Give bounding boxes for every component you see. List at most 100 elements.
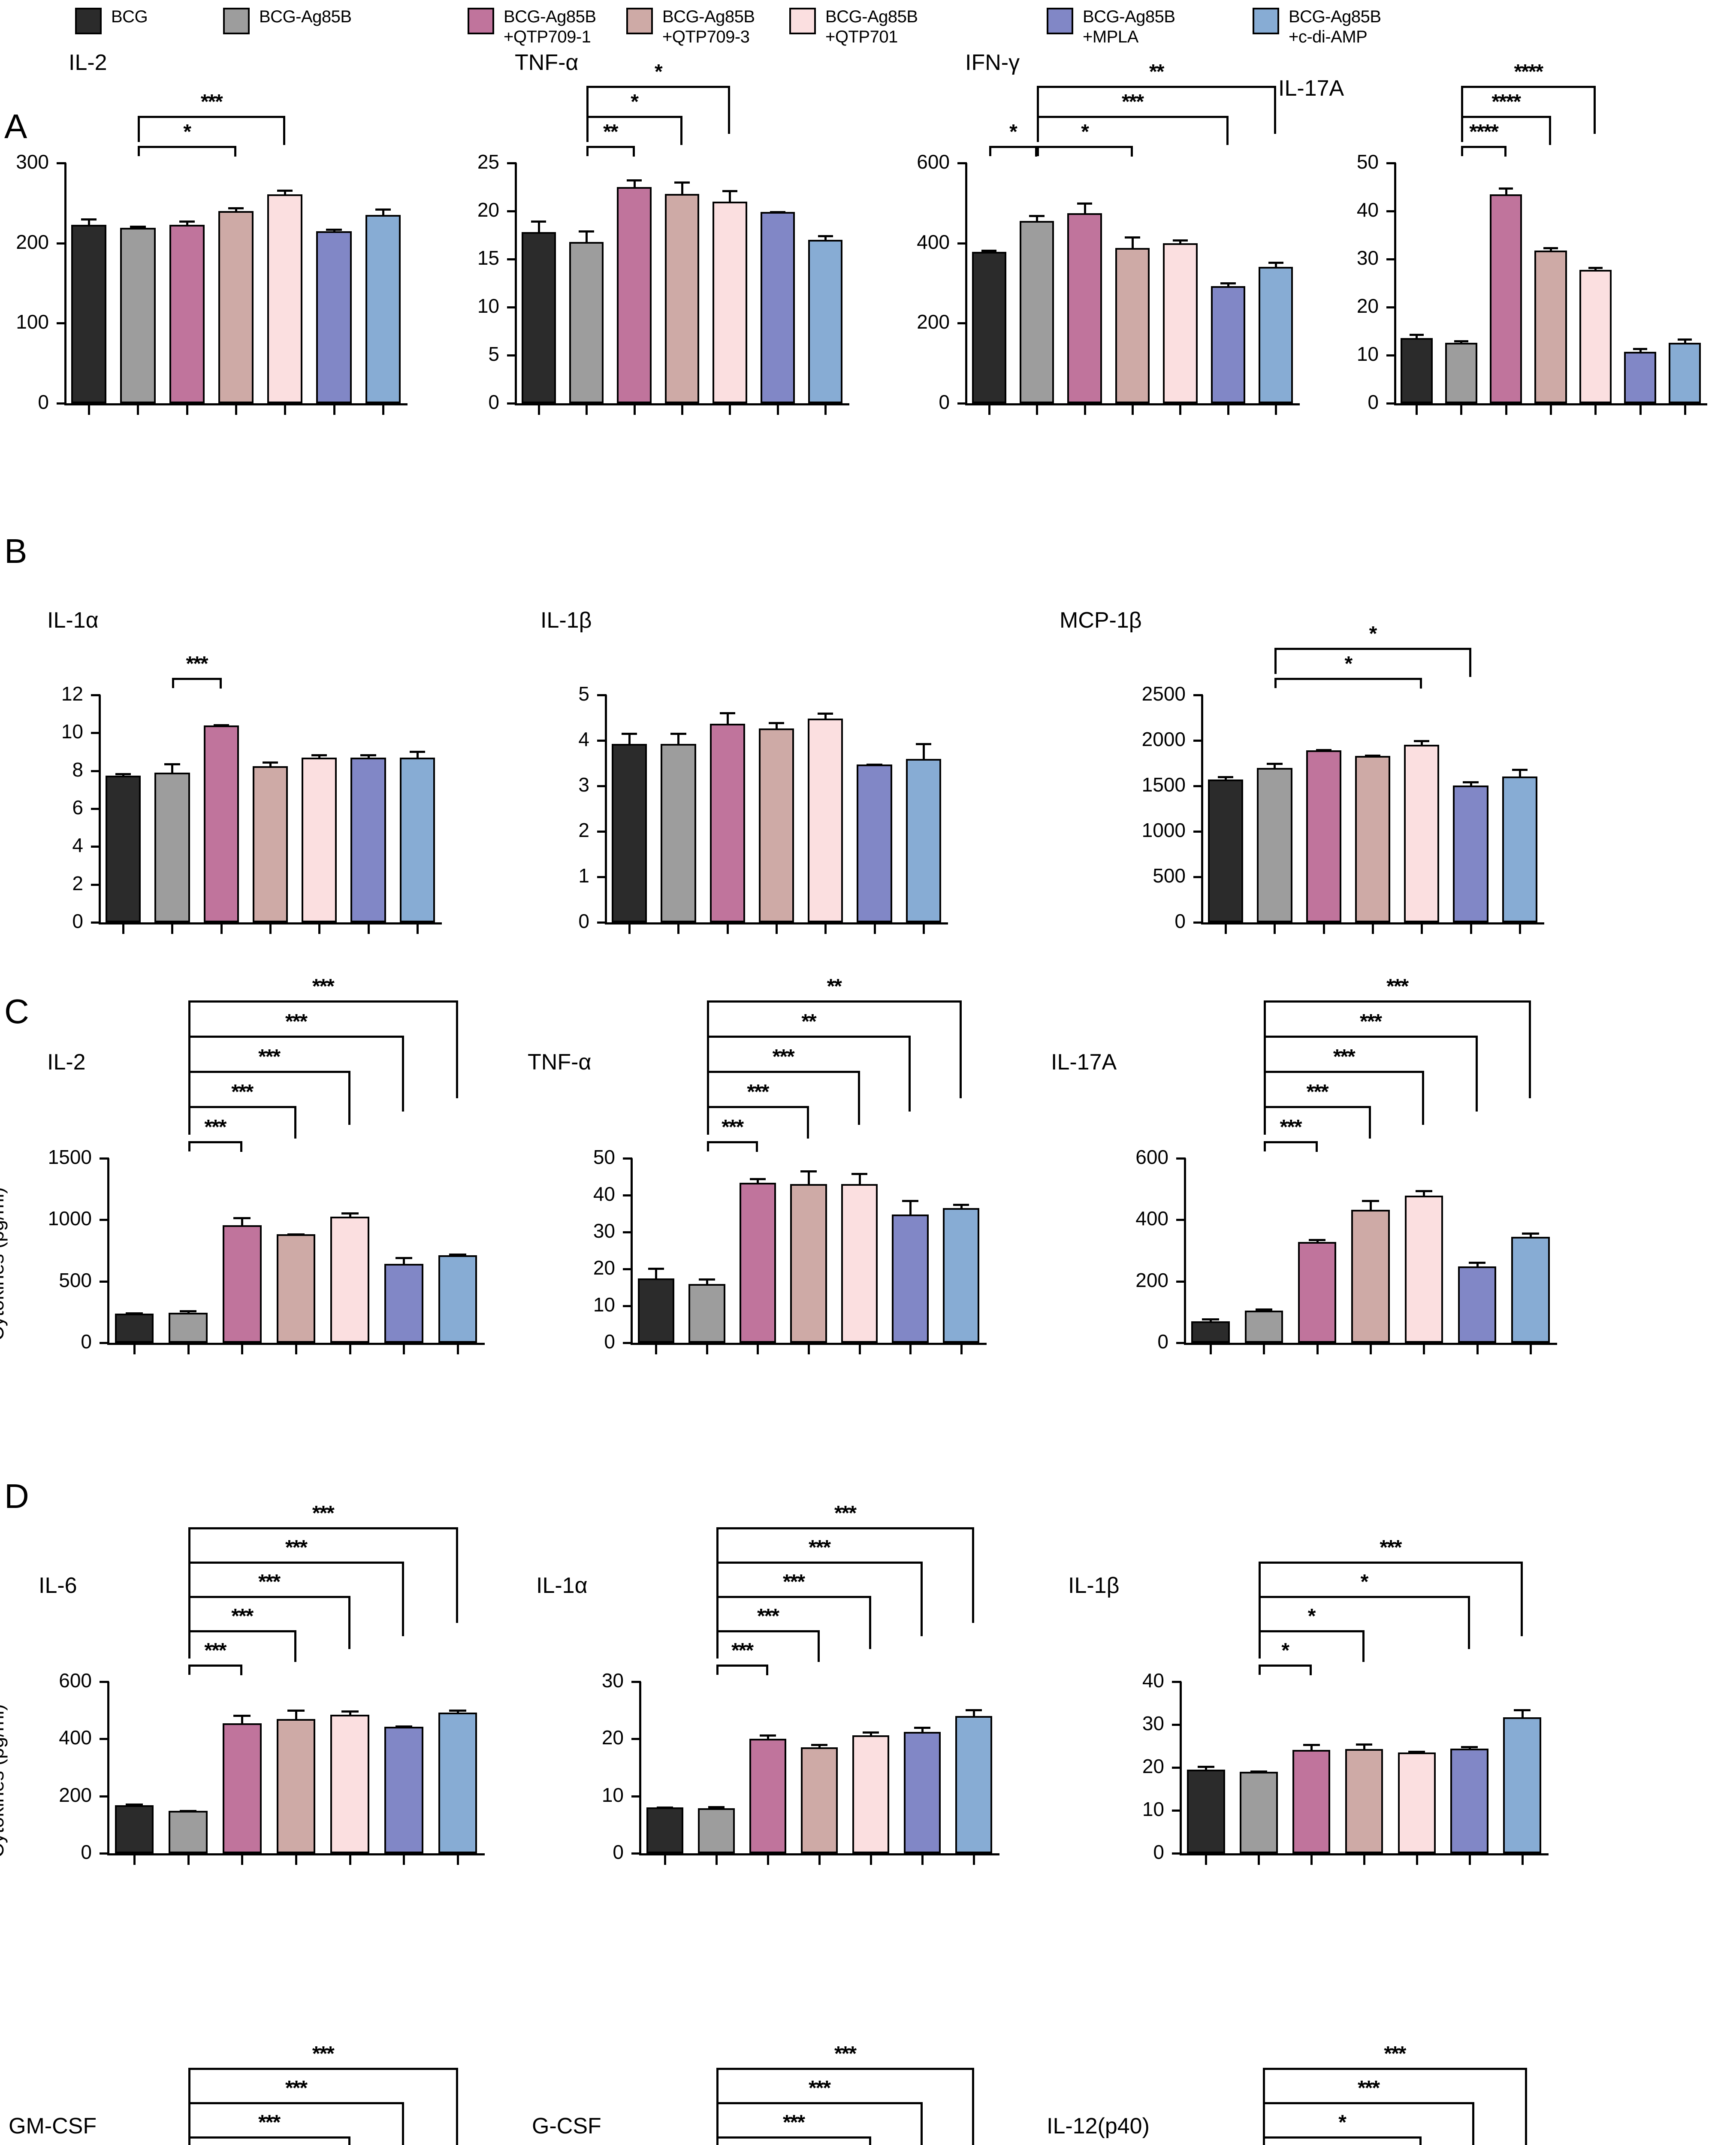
error-bar bbox=[1416, 333, 1418, 338]
bar bbox=[223, 1723, 262, 1853]
y-tick-label: 0 bbox=[613, 1841, 624, 1863]
x-tick bbox=[122, 924, 125, 934]
legend-label: BCG-Ag85B +QTP709-1 bbox=[504, 7, 596, 47]
error-bar bbox=[757, 1178, 759, 1183]
legend-item: BCG-Ag85B +QTP701 bbox=[789, 7, 918, 47]
bar bbox=[1298, 1242, 1337, 1343]
error-bar-cap bbox=[818, 713, 833, 715]
x-tick bbox=[870, 1855, 872, 1865]
y-tick bbox=[100, 1795, 109, 1798]
y-tick-label: 0 bbox=[1157, 1330, 1168, 1353]
x-tick bbox=[403, 1855, 405, 1865]
error-bar bbox=[973, 1709, 975, 1716]
bar bbox=[384, 1726, 423, 1853]
y-tick-label: 0 bbox=[38, 391, 49, 413]
error-bar bbox=[681, 181, 683, 194]
plot-area: 0 100 200 300 * *** bbox=[16, 92, 408, 415]
legend-swatch-icon bbox=[468, 8, 494, 34]
error-bar-cap bbox=[1678, 338, 1692, 341]
x-tick bbox=[1274, 924, 1276, 934]
x-axis bbox=[1184, 1343, 1557, 1345]
error-bar bbox=[403, 1257, 405, 1264]
bar bbox=[115, 1805, 154, 1853]
y-tick bbox=[57, 242, 66, 245]
y-tick-label: 20 bbox=[601, 1726, 624, 1749]
error-bar-cap bbox=[1409, 333, 1424, 336]
error-bar-cap bbox=[1172, 239, 1188, 242]
x-tick bbox=[457, 1855, 459, 1865]
x-tick bbox=[873, 924, 876, 934]
error-bar bbox=[1423, 1190, 1425, 1196]
x-axis bbox=[631, 1343, 987, 1345]
bar bbox=[661, 744, 696, 922]
bar bbox=[688, 1284, 725, 1343]
error-bar-cap bbox=[179, 1810, 197, 1812]
y-tick-label: 20 bbox=[1356, 295, 1379, 317]
error-bar-cap bbox=[1588, 266, 1603, 269]
y-tick-label: 500 bbox=[59, 1269, 92, 1291]
error-bar-cap bbox=[862, 1731, 879, 1734]
y-tick bbox=[100, 1280, 109, 1283]
x-tick bbox=[1310, 1855, 1313, 1865]
plot-area: 0 10 20 30 *** *** *** *** *** bbox=[602, 1503, 999, 1865]
x-tick bbox=[922, 924, 925, 934]
significance-label: *** bbox=[1384, 2042, 1406, 2065]
x-tick bbox=[1370, 1345, 1372, 1354]
bar bbox=[169, 1313, 208, 1343]
x-tick bbox=[1416, 405, 1418, 415]
x-axis bbox=[1201, 922, 1544, 924]
error-bar-cap bbox=[1202, 1318, 1219, 1321]
error-bar-cap bbox=[1365, 754, 1381, 757]
x-tick bbox=[858, 1345, 861, 1354]
x-axis bbox=[99, 922, 442, 924]
x-tick bbox=[1421, 924, 1423, 934]
significance-label: ** bbox=[603, 121, 618, 143]
y-tick bbox=[1176, 1280, 1186, 1283]
chart-title: IL-2 bbox=[47, 1050, 86, 1075]
y-tick-label: 15 bbox=[477, 247, 499, 269]
error-bar-cap bbox=[1414, 740, 1430, 742]
y-tick bbox=[1172, 1681, 1181, 1683]
error-bar-cap bbox=[579, 230, 594, 233]
significance-label: *** bbox=[258, 1571, 281, 1593]
y-tick bbox=[91, 921, 100, 924]
error-bar bbox=[767, 1734, 769, 1739]
significance-label: *** bbox=[1280, 1116, 1302, 1139]
error-bar-cap bbox=[341, 1212, 359, 1215]
bar bbox=[1511, 1236, 1550, 1343]
error-bar-cap bbox=[287, 1710, 305, 1712]
error-bar-cap bbox=[1499, 187, 1513, 190]
legend-item: BCG-Ag85B +QTP709-3 bbox=[626, 7, 755, 47]
significance-label: *** bbox=[834, 1502, 857, 1525]
error-bar bbox=[1274, 762, 1276, 768]
y-tick bbox=[507, 306, 516, 308]
error-bar-cap bbox=[1220, 282, 1236, 285]
y-tick-label: 1000 bbox=[1141, 819, 1186, 841]
y-tick-label: 600 bbox=[59, 1669, 92, 1692]
legend: BCG BCG-Ag85B BCG-Ag85B +QTP709-1 BCG-Ag85B… bbox=[0, 0, 1736, 77]
bar bbox=[1579, 269, 1612, 403]
x-tick bbox=[757, 1345, 759, 1354]
chart-title: IL-1β bbox=[540, 608, 592, 633]
bar bbox=[1400, 338, 1433, 403]
plot-area: 0 200 400 600 * * *** ** bbox=[917, 62, 1300, 415]
x-tick bbox=[403, 1345, 405, 1354]
bar bbox=[330, 1217, 369, 1343]
y-tick-label: 30 bbox=[593, 1220, 615, 1242]
y-tick-label: 500 bbox=[1153, 864, 1186, 887]
significance-label: * bbox=[1081, 121, 1089, 143]
y-tick-label: 100 bbox=[16, 311, 49, 333]
y-tick bbox=[631, 1738, 641, 1740]
legend-swatch-icon bbox=[1253, 8, 1279, 34]
error-bar bbox=[241, 1714, 244, 1723]
x-tick bbox=[349, 1345, 351, 1354]
x-axis bbox=[515, 403, 849, 405]
bar bbox=[1240, 1772, 1278, 1853]
significance-label: *** bbox=[722, 1116, 744, 1139]
y-tick-label: 1 bbox=[578, 864, 589, 887]
legend-swatch-icon bbox=[626, 8, 653, 34]
error-bar bbox=[909, 1200, 912, 1214]
significance-label: ** bbox=[801, 1010, 816, 1033]
y-tick bbox=[1386, 210, 1396, 212]
bar bbox=[739, 1182, 776, 1343]
